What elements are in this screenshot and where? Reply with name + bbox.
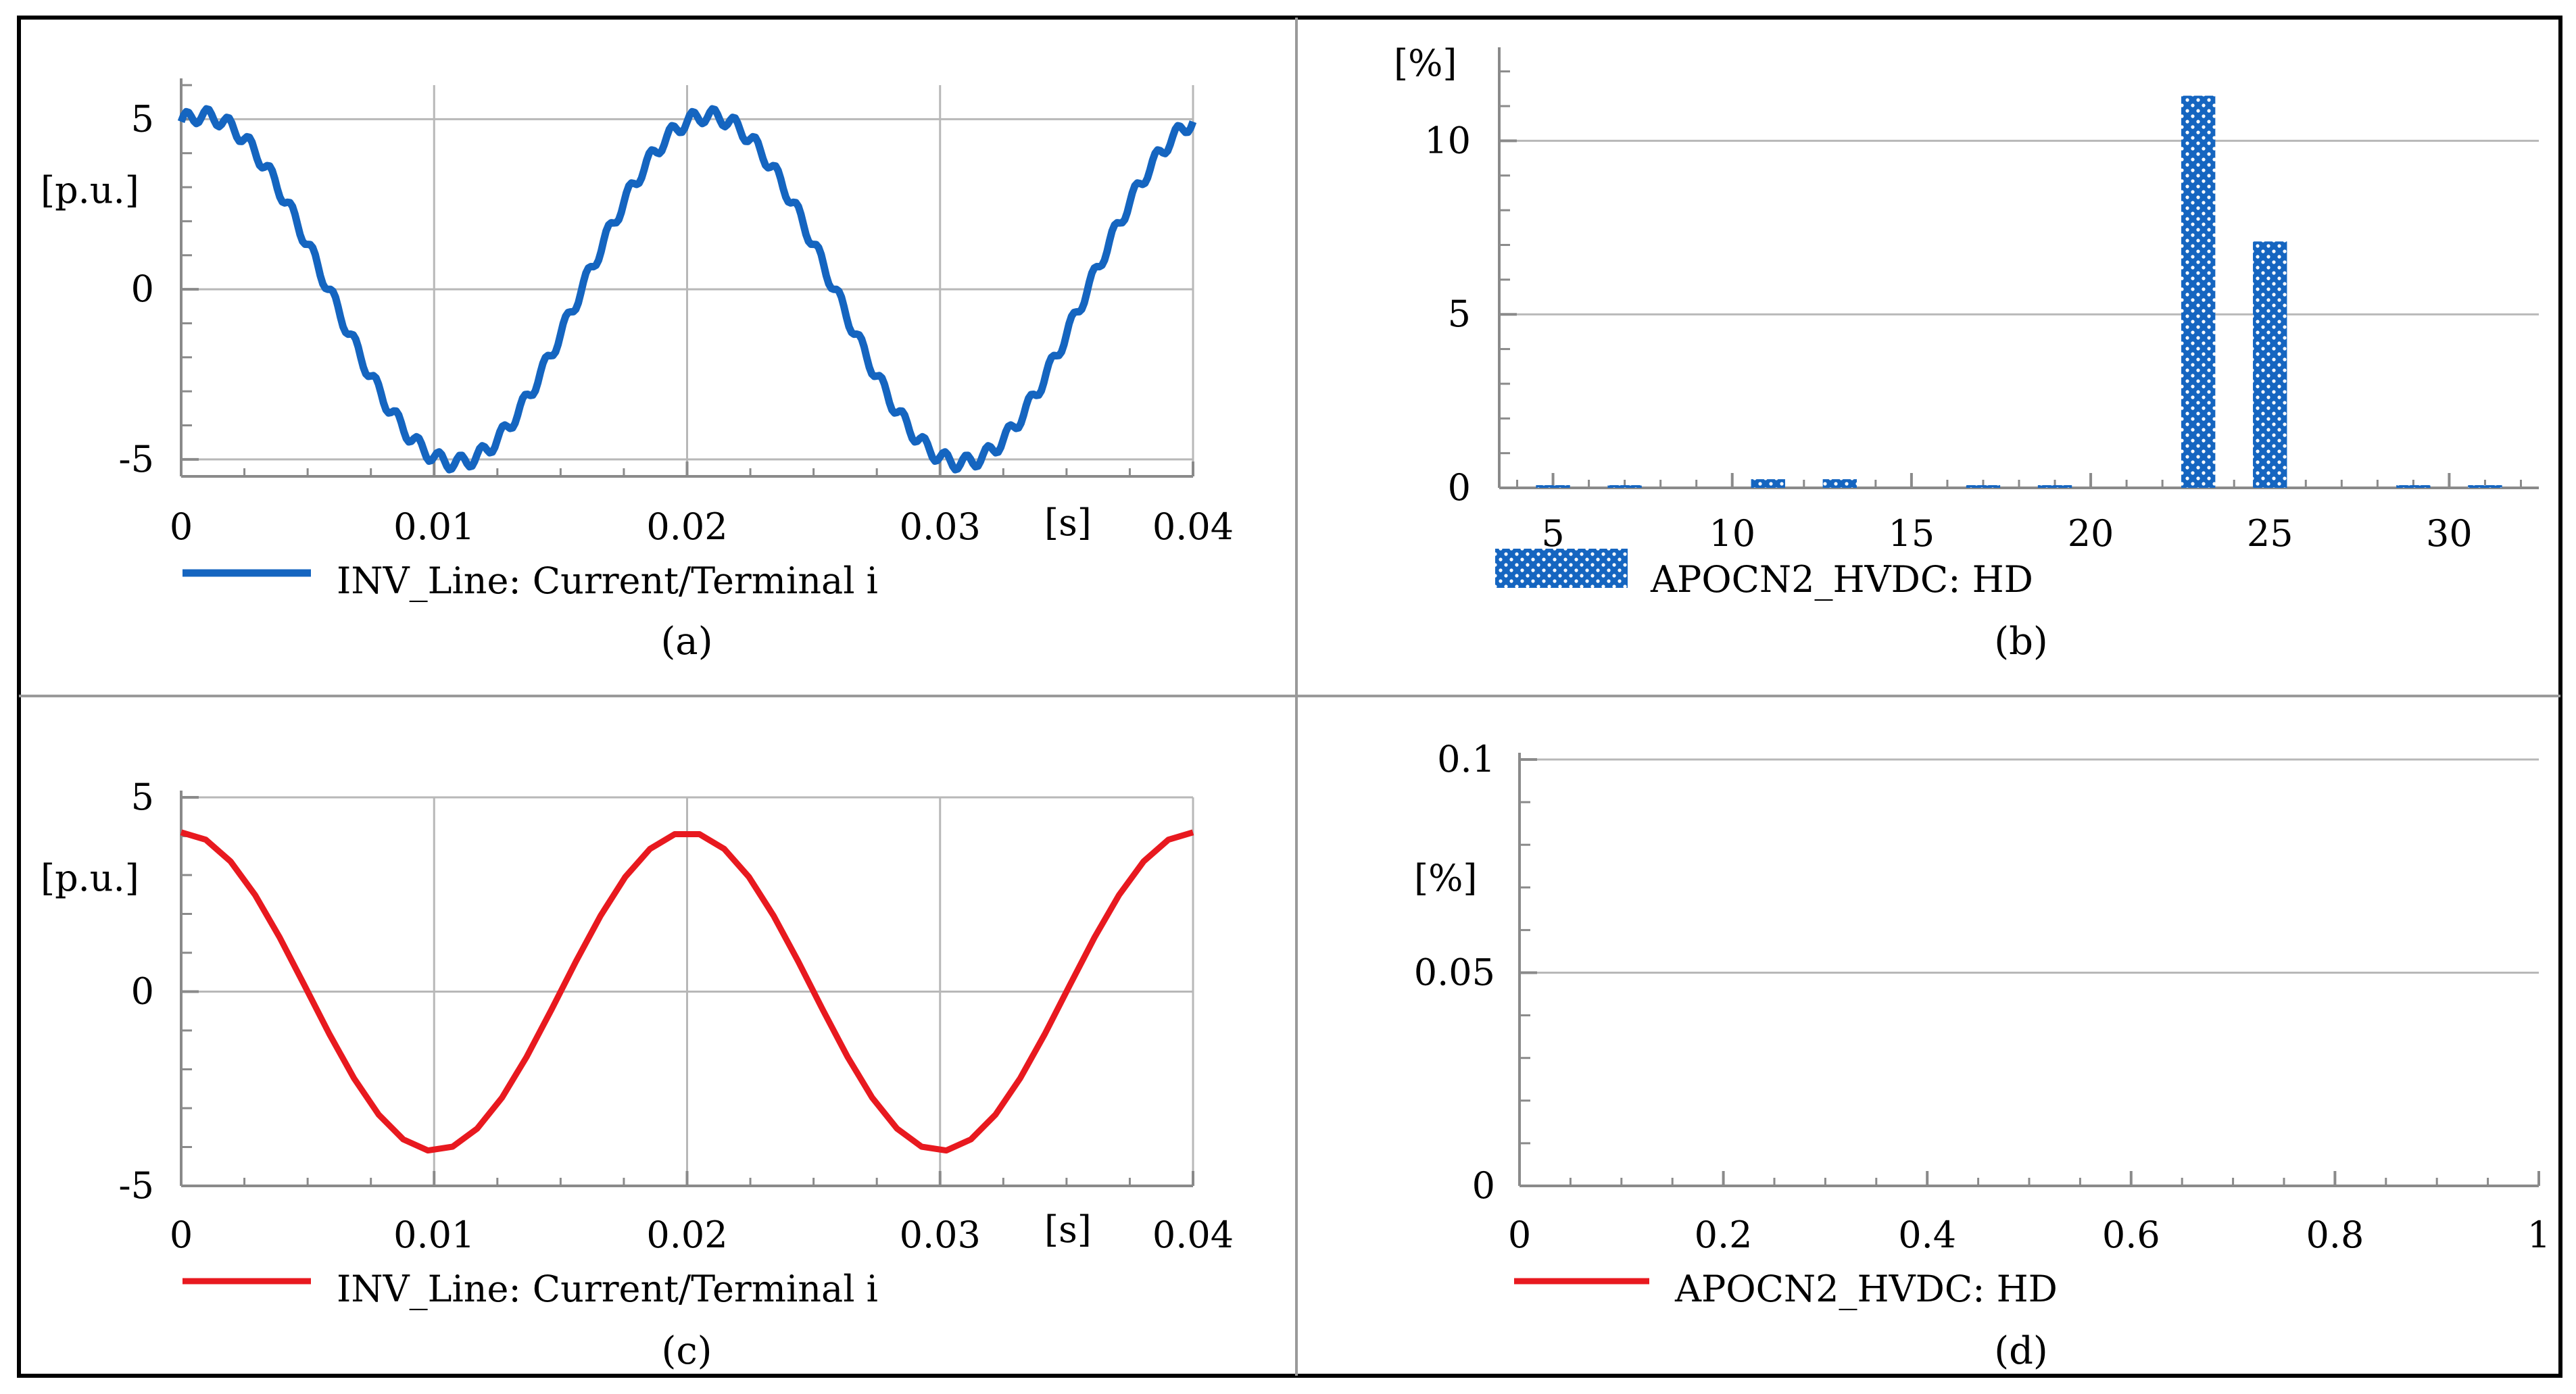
panel-c-ytick-label-2: 5 [131,776,154,818]
panel-d-ytick-label-0: 0 [1472,1164,1495,1207]
panel-c-xtick-label-1: 0.01 [393,1214,475,1256]
panel-b-ytick-label-0: 0 [1448,466,1471,509]
panel-c-grid [180,796,1194,1187]
panel-d-tick-labels: 0 0.05 0.1 0 0.2 0.4 0.6 0.8 1 [1414,738,2550,1256]
panel-d-xtick-label-5: 1 [2527,1214,2550,1256]
panel-c-xtick-label-2: 0.02 [646,1214,727,1256]
panel-a-x-unit: [s] [1044,501,1092,544]
panel-b-plot-area [1536,95,2502,488]
panel-a-legend-label: INV_Line: Current/Terminal i [337,559,878,602]
panel-b-xtick-label-1: 10 [1709,512,1755,555]
panel-b-bar-17 [1966,485,2001,488]
panel-c-x-unit: [s] [1044,1208,1092,1251]
panel-a-tick-labels: -5 0 5 0 0.01 0.02 0.03 0.04 [118,97,1234,548]
panel-c-y-unit: [p.u.] [41,857,139,899]
panel-c-legend-label: INV_Line: Current/Terminal i [337,1268,878,1310]
panel-b-y-unit: [%] [1394,42,1457,84]
panel-a-xtick-label-4: 0.04 [1152,505,1234,548]
panel-b-xtick-label-2: 15 [1889,512,1935,555]
panel-b-bar-5 [1536,485,1570,488]
panel-c: -5 0 5 0 0.01 0.02 0.03 0.04 [p.u.] [s] INV_Lin… [41,776,1234,1373]
panel-a-plot-area [177,105,1197,474]
panel-d-xtick-label-3: 0.6 [2102,1214,2160,1256]
panel-b-xtick-label-0: 5 [1541,512,1564,555]
panel-b-bar-11 [1751,479,1785,488]
panel-b-legend-swatch [1495,549,1628,588]
panel-d-xtick-label-0: 0 [1508,1214,1531,1256]
panel-b-legend-label: APOCN2_HVDC: HD [1650,558,2033,601]
panel-a-y-unit: [p.u.] [41,169,139,211]
panel-a-caption: (a) [660,620,712,664]
panel-b: 0 5 10 5 10 15 20 25 30 [%] APOCN2_HVDC: HD (b) [1394,42,2539,664]
panel-c-axes [180,791,1194,1187]
panel-a-series-line-0 [177,105,1197,474]
panel-c-xtick-label-4: 0.04 [1152,1214,1234,1256]
panel-c-ytick-label-0: -5 [118,1164,154,1207]
panel-d-caption: (d) [1994,1329,2048,1373]
panel-c-plot-area [180,829,1194,1154]
panel-a-xtick-label-0: 0 [170,505,193,548]
panel-d-y-unit: [%] [1414,857,1477,899]
panel-b-xtick-label-5: 30 [2426,512,2473,555]
panel-a-grid [180,85,1194,476]
panel-c-xtick-label-0: 0 [170,1214,193,1256]
panel-c-tick-labels: -5 0 5 0 0.01 0.02 0.03 0.04 [118,776,1234,1256]
panel-d-legend-label: APOCN2_HVDC: HD [1674,1268,2058,1310]
panel-d-xtick-label-1: 0.2 [1695,1214,1753,1256]
panel-a-ytick-label-0: -5 [118,438,154,480]
panel-a-xtick-label-1: 0.01 [393,505,475,548]
panel-a: -5 0 5 0 0.01 0.02 0.03 0.04 [p.u.] [s] INV_Lin… [41,78,1234,664]
panel-d-ytick-label-2: 0.1 [1437,738,1495,780]
panel-a-ytick-label-1: 0 [131,268,154,310]
panel-b-bar-13 [1822,479,1857,488]
panel-b-bar-25 [2253,241,2287,488]
panel-b-caption: (b) [1994,620,2048,664]
panel-c-caption: (c) [661,1329,712,1373]
panel-d: 0 0.05 0.1 0 0.2 0.4 0.6 0.8 1 [%] APOCN2_HVDC: … [1414,738,2550,1373]
panel-b-grid [1499,139,2539,489]
panel-c-series-line-0 [180,829,1194,1154]
panel-b-bar-29 [2396,485,2431,488]
panel-b-bar-23 [2181,95,2216,488]
panel-d-xtick-label-2: 0.4 [1898,1214,1956,1256]
panel-b-tick-labels: 0 5 10 5 10 15 20 25 30 [1424,119,2472,555]
panel-a-ytick-label-2: 5 [131,97,154,140]
panel-b-axes [1498,47,2539,489]
panel-c-xtick-label-3: 0.03 [900,1214,981,1256]
panel-b-xtick-label-3: 20 [2068,512,2114,555]
panel-b-bar-31 [2468,485,2502,488]
panel-b-ytick-label-1: 5 [1448,293,1471,335]
panel-d-axes [1518,753,2540,1187]
panel-b-xtick-label-4: 25 [2247,512,2293,555]
panel-a-xtick-label-2: 0.02 [646,505,727,548]
panel-d-ytick-label-1: 0.05 [1414,951,1495,994]
panel-a-xtick-label-3: 0.03 [900,505,981,548]
panel-b-bar-7 [1607,485,1642,488]
panel-d-grid [1520,758,2539,1187]
panel-d-xtick-label-4: 0.8 [2306,1214,2364,1256]
panel-b-ytick-label-2: 10 [1424,119,1471,161]
panel-c-ytick-label-1: 0 [131,970,154,1013]
panel-b-bar-19 [2037,485,2072,488]
